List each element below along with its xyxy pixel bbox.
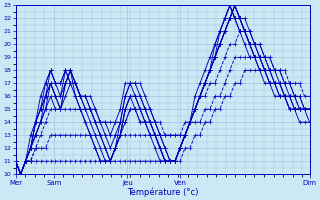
X-axis label: Température (°c): Température (°c) <box>127 187 198 197</box>
